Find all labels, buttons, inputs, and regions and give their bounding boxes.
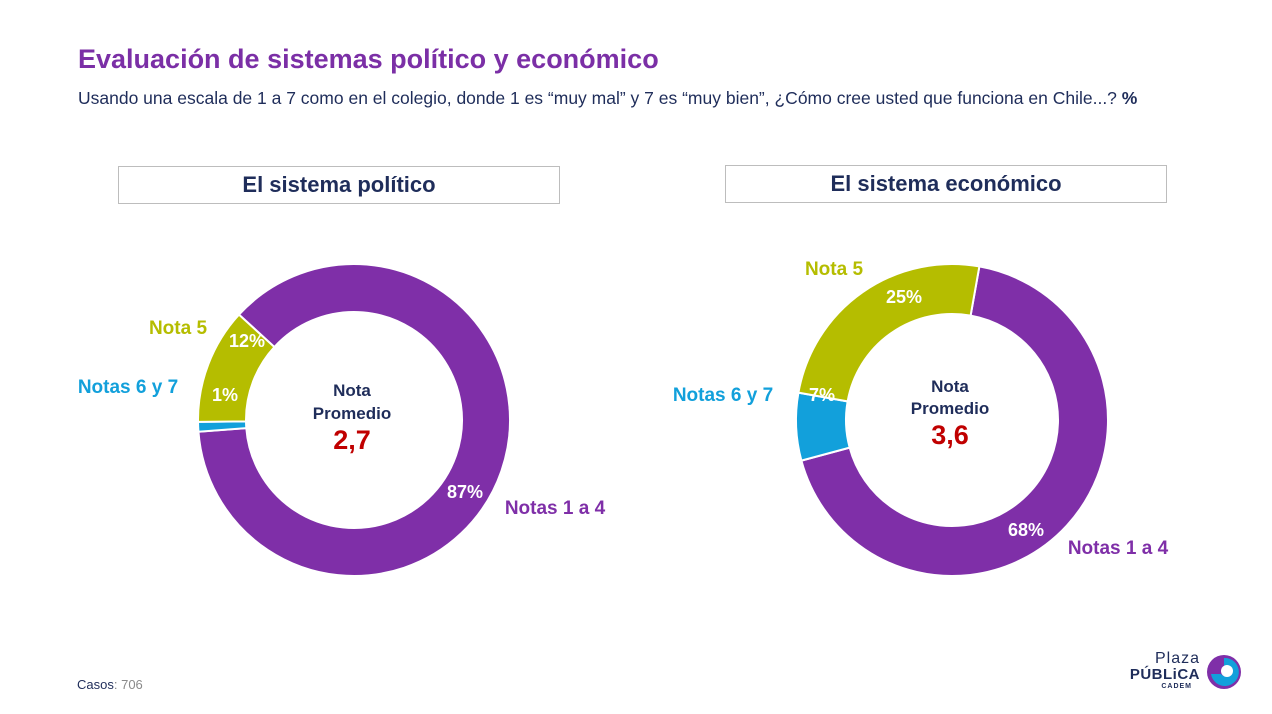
slice-label-notas-6-y-7: Notas 6 y 7 <box>78 377 178 398</box>
chart-title-politico: El sistema político <box>242 172 436 197</box>
logo-line-2: PÚBLiCA <box>1129 666 1200 683</box>
slice-label-nota-5: Nota 5 <box>805 259 864 280</box>
center-label-line-1: Nota <box>333 381 371 400</box>
slice-pct-nota-5: 12% <box>229 331 265 351</box>
donut-slice-notas-1-a-4 <box>197 263 511 577</box>
slice-label-notas-1-a-4: Notas 1 a 4 <box>1068 538 1169 559</box>
footer-cases: Casos: 706 <box>77 677 143 692</box>
logo-line-3: CADEM <box>1161 683 1192 690</box>
slice-pct-notas-1-a-4: 68% <box>1008 520 1044 540</box>
donut-0 <box>196 263 511 577</box>
center-label-line-2: Promedio <box>911 399 989 418</box>
center-average-value: 3,6 <box>931 420 969 450</box>
subtitle-text: Usando una escala de 1 a 7 como en el co… <box>78 88 1117 108</box>
donut-slice-notas-1-a-4 <box>800 265 1109 577</box>
page-subtitle: Usando una escala de 1 a 7 como en el co… <box>78 88 1158 109</box>
plaza-publica-logo: Plaza PÚBLiCA CADEM <box>1122 650 1244 694</box>
logo-mark-icon <box>1207 655 1241 689</box>
slice-label-nota-5: Nota 5 <box>149 318 208 339</box>
chart-title-box-economico: El sistema económico <box>725 165 1167 203</box>
donut-slice-nota-5 <box>797 263 981 403</box>
cases-value: : 706 <box>113 677 143 692</box>
logo-line-1: Plaza <box>1154 650 1200 667</box>
slice-pct-notas-6-y-7: 1% <box>212 385 238 405</box>
slice-pct-nota-5: 25% <box>886 287 922 307</box>
chart-title-economico: El sistema económico <box>830 171 1062 196</box>
slice-pct-notas-1-a-4: 87% <box>447 482 483 502</box>
center-label-line-2: Promedio <box>313 404 391 423</box>
slice-pct-notas-6-y-7: 7% <box>809 385 835 405</box>
slice-label-notas-6-y-7: Notas 6 y 7 <box>673 385 773 406</box>
slice-label-notas-1-a-4: Notas 1 a 4 <box>505 498 606 519</box>
donut-1 <box>795 263 1109 577</box>
page-title: Evaluación de sistemas político y económ… <box>78 44 659 74</box>
center-label-line-1: Nota <box>931 377 969 396</box>
chart-title-box-politico: El sistema político <box>118 166 560 204</box>
cases-label: Casos <box>77 677 114 692</box>
subtitle-unit: % <box>1121 88 1138 108</box>
donut-slice-nota-5 <box>197 313 276 423</box>
center-average-value: 2,7 <box>333 425 371 455</box>
